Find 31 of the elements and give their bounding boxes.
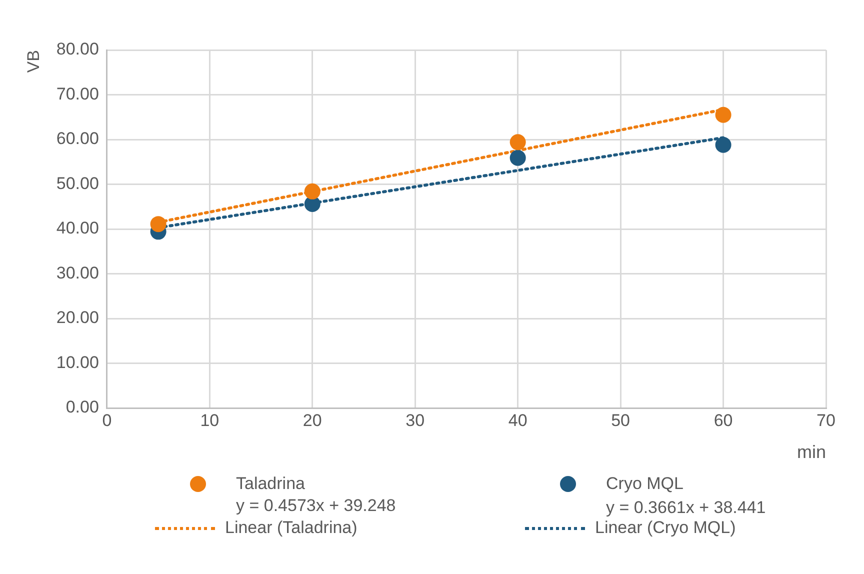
y-tick-label: 60.00 <box>56 129 99 148</box>
legend-label: Cryo MQL <box>606 474 684 494</box>
x-tick-label: 10 <box>200 410 220 430</box>
point <box>715 106 732 123</box>
y-tick-label: 30.00 <box>56 263 99 282</box>
legend-label: Taladrina <box>236 474 305 494</box>
x-tick-label: 20 <box>302 410 322 430</box>
legend-label: Linear (Taladrina) <box>225 518 358 538</box>
point <box>150 216 166 232</box>
legend-label: Linear (Cryo MQL) <box>595 518 736 538</box>
text: y = 0.3661x + 38.441 <box>606 498 766 518</box>
y-tick-label: 40.00 <box>56 218 99 238</box>
x-tick-label: 60 <box>714 410 733 430</box>
x-tick-label: 40 <box>508 410 528 430</box>
y-tick-label: 50.00 <box>56 174 99 193</box>
text: y = 0.4573x + 39.248 <box>236 496 396 516</box>
point <box>510 150 526 166</box>
y-tick-label: 10.00 <box>56 352 99 372</box>
point <box>510 134 526 150</box>
x-axis-title: min <box>796 442 826 462</box>
y-tick-label: 20.00 <box>56 308 99 328</box>
x-tick-label: 70 <box>816 410 836 430</box>
y-axis-title: VB <box>24 50 43 73</box>
y-tick-label: 80.00 <box>56 40 99 59</box>
x-tick-label: 30 <box>406 410 425 430</box>
x-tick-label: 0 <box>102 410 112 430</box>
point <box>304 183 320 200</box>
x-tick-label: 50 <box>611 410 630 430</box>
point <box>715 136 732 153</box>
y-tick-label: 70.00 <box>56 84 99 104</box>
y-tick-label: 0.00 <box>66 398 99 417</box>
